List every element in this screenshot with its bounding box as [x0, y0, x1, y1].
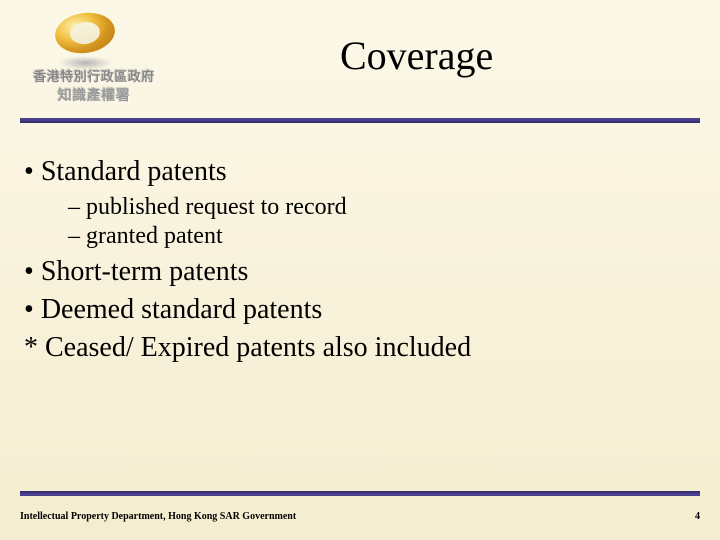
divider-bottom [20, 491, 700, 496]
bullet-ceased: * Ceased/ Expired patents also included [20, 332, 700, 364]
footer: Intellectual Property Department, Hong K… [20, 511, 700, 522]
logo-text: 香港特別行政區政府 知識產權署 [24, 68, 164, 104]
bullet-standard-patents: Standard patents [20, 156, 700, 188]
footer-text: Intellectual Property Department, Hong K… [20, 511, 296, 522]
logo: 香港特別行政區政府 知識產權署 [20, 8, 150, 108]
bullet-short-term: Short-term patents [20, 256, 700, 288]
logo-text-line2: 知識產權署 [24, 86, 164, 105]
header: 香港特別行政區政府 知識產權署 Coverage [0, 0, 720, 112]
bullet-deemed: Deemed standard patents [20, 294, 700, 326]
page-title: Coverage [340, 32, 493, 79]
content: Standard patents published request to re… [20, 150, 700, 370]
bullet-sub-granted: granted patent [68, 223, 700, 250]
page-number: 4 [695, 511, 700, 522]
bullet-sub-published: published request to record [68, 194, 700, 221]
ring-icon [55, 13, 115, 53]
divider-top [20, 118, 700, 123]
logo-text-line1: 香港特別行政區政府 [24, 68, 164, 86]
